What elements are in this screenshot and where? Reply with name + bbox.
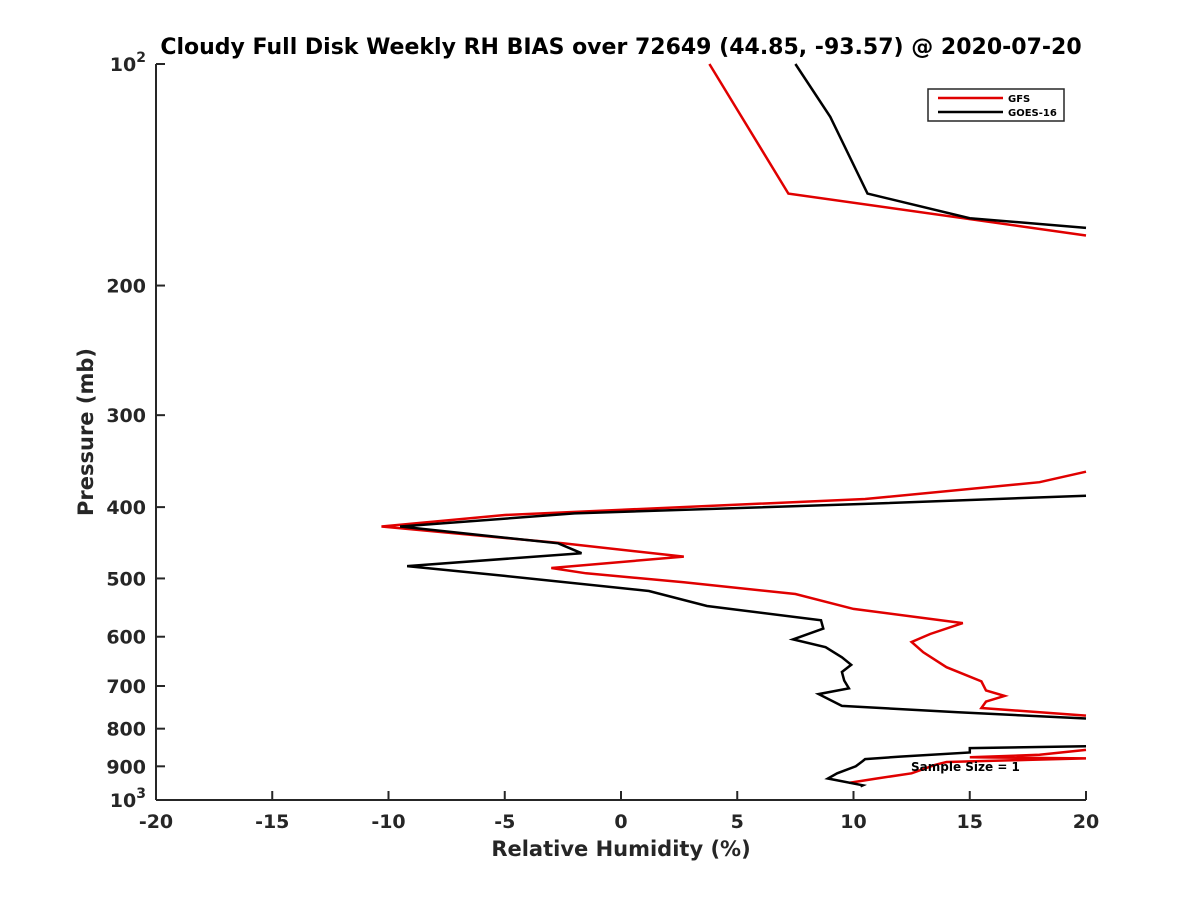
series-line-gfs-segment-2 — [848, 748, 1087, 785]
sample-size-annotation: Sample Size = 1 — [911, 760, 1020, 774]
legend-label-gfs: GFS — [1008, 94, 1030, 105]
x-tick-label-3: -5 — [494, 811, 515, 833]
x-tick-label-2: -10 — [371, 811, 405, 833]
y-tick-label-4: 500 — [106, 568, 146, 590]
y-tick-label-6: 700 — [106, 676, 146, 698]
legend-label-goes16: GOES-16 — [1008, 108, 1057, 119]
y-tick-label-7: 800 — [106, 719, 146, 741]
y-tick-label-1: 200 — [106, 276, 146, 298]
y-tick-label-5: 600 — [106, 627, 146, 649]
x-tick-label-8: 20 — [1073, 811, 1099, 833]
x-tick-label-0: -20 — [139, 811, 173, 833]
plot-lines — [381, 63, 1087, 788]
x-axis-label: Relative Humidity (%) — [491, 837, 750, 861]
y-tick-label-2: 300 — [106, 405, 146, 427]
series-line-gfs-segment-1 — [381, 470, 1087, 717]
series-line-gfs-segment-0 — [708, 63, 1087, 237]
legend: GFS GOES-16 — [927, 88, 1065, 122]
y-tick-label-3: 400 — [106, 497, 146, 519]
y-axis-label: Pressure (mb) — [74, 348, 98, 516]
x-tick-label-4: 0 — [614, 811, 627, 833]
chart-title: Cloudy Full Disk Weekly RH BIAS over 726… — [160, 35, 1081, 60]
x-tick-label-6: 10 — [840, 811, 866, 833]
legend-box — [927, 88, 1065, 122]
y-ticks: 102 200 300 400 500 600 700 800 900 103 — [106, 50, 165, 812]
x-tick-label-7: 15 — [957, 811, 983, 833]
series-line-goes-16-segment-1 — [399, 494, 1087, 720]
series-line-goes-16-segment-0 — [794, 63, 1087, 230]
y-tick-label-0: 102 — [110, 50, 146, 76]
y-tick-label-8: 900 — [106, 756, 146, 778]
x-ticks: -20 -15 -10 -5 0 5 10 15 20 — [139, 791, 1099, 833]
series-line-goes-16-segment-2 — [824, 744, 1087, 788]
x-tick-label-1: -15 — [255, 811, 289, 833]
x-tick-label-5: 5 — [731, 811, 744, 833]
y-tick-label-9: 103 — [110, 786, 146, 812]
